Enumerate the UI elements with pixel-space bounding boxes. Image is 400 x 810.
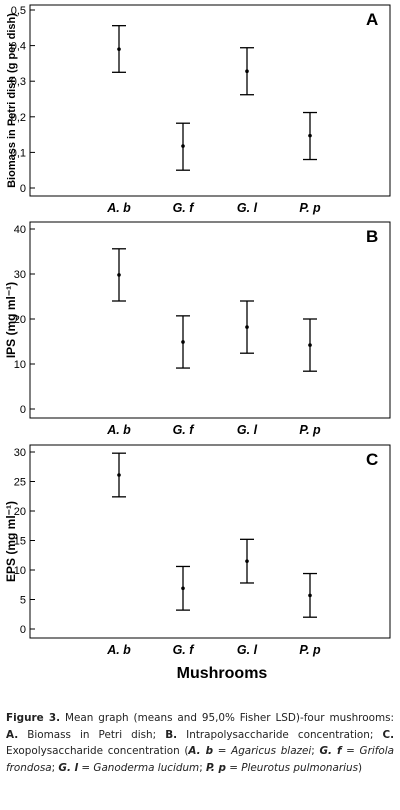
caption-text-4: Exopolysaccharide concentration ( (6, 745, 189, 757)
caption-name-ab: Agaricus blazei (231, 745, 312, 757)
panel-letter: A (366, 10, 378, 29)
y-axis-label: EPS (mg ml⁻¹) (4, 501, 18, 582)
caption-name-gl: Ganoderma lucidum (93, 761, 200, 774)
caption-text-11: = (225, 761, 242, 774)
mean-point (181, 144, 185, 148)
y-tick-label: 0 (20, 624, 26, 636)
x-category-label: G. f (173, 201, 196, 215)
caption-text-1: Mean graph (means and 95,0% Fisher LSD)-… (60, 712, 394, 724)
caption-text-2: Biomass in Petri dish; (18, 728, 166, 741)
caption-text-8: ; (51, 761, 59, 774)
panel-letter: C (366, 450, 378, 469)
caption-text-10: ; (199, 761, 206, 774)
x-category-label: G. l (237, 643, 258, 657)
mean-point (245, 325, 249, 329)
caption-name-pp: Pleurotus pulmonarius (241, 761, 359, 774)
mean-point (308, 593, 312, 598)
x-category-label: A. b (106, 643, 131, 657)
mean-point (245, 559, 249, 563)
x-category-label: P. p (299, 643, 321, 657)
caption-abbr-gl: G. l (58, 761, 79, 774)
x-category-label: P. p (299, 201, 321, 215)
plot-frame (29, 221, 391, 419)
caption-abbr-gf: G. f (319, 745, 342, 757)
y-tick-label: 10 (14, 359, 26, 371)
x-category-label: G. f (173, 423, 196, 437)
caption-text-12: ) (358, 761, 363, 774)
y-tick-label: 0 (20, 404, 26, 416)
y-tick-label: 15 (14, 536, 26, 548)
y-tick-label: 0,3 (11, 76, 26, 88)
y-tick-label: 0,5 (11, 5, 26, 17)
mean-point (308, 343, 312, 347)
mean-point (245, 69, 249, 74)
y-tick-label: 30 (14, 269, 26, 281)
caption-abbr-pp: P. p (206, 761, 226, 774)
mean-point (117, 47, 121, 51)
y-tick-label: 0,2 (11, 112, 26, 124)
y-axis-label: IPS (mg ml⁻¹) (4, 282, 18, 358)
caption-key-c: C. (382, 728, 395, 741)
y-tick-label: 25 (14, 477, 26, 489)
y-axis-label: Biomass in Petri dish (g per dish) (6, 13, 18, 188)
panel-letter: B (366, 227, 378, 246)
y-tick-label: 40 (14, 224, 26, 236)
y-tick-label: 20 (14, 314, 26, 326)
y-tick-label: 0,4 (11, 41, 26, 53)
y-tick-label: 5 (20, 595, 26, 607)
caption-figure-label: Figure 3. (6, 712, 61, 724)
caption-abbr-ab: A. b (188, 745, 214, 757)
caption-name-gf: Grifola frondosa (6, 745, 395, 774)
mean-point (308, 133, 312, 138)
mean-point (117, 273, 121, 277)
plot-frame (29, 444, 391, 639)
caption-text-6: ; (311, 745, 320, 757)
caption-key-a: A. (6, 728, 19, 741)
y-tick-label: 0,1 (11, 147, 26, 159)
mean-point (181, 340, 185, 344)
plot-frame (29, 4, 391, 197)
caption-key-b: B. (165, 728, 178, 741)
figure-caption: Figure 3. Mean graph (means and 95,0% Fi… (6, 710, 394, 776)
mean-point (117, 473, 121, 477)
caption-text-3: Intrapolysaccharide concentration; (177, 728, 383, 741)
y-tick-label: 0 (20, 183, 26, 195)
x-category-label: A. b (106, 423, 131, 437)
y-tick-label: 20 (14, 506, 26, 518)
x-axis-label: Mushrooms (177, 665, 268, 682)
y-tick-label: 10 (14, 565, 26, 577)
caption-text-9: = (78, 761, 94, 774)
caption-text-7: = (341, 745, 360, 757)
caption-text-5: = (213, 745, 232, 757)
x-category-label: G. l (237, 201, 258, 215)
x-category-label: P. p (299, 423, 321, 437)
x-category-label: G. l (237, 423, 258, 437)
mean-point (181, 586, 185, 591)
x-category-label: A. b (106, 201, 131, 215)
y-tick-label: 30 (14, 447, 26, 459)
x-category-label: G. f (173, 643, 196, 657)
